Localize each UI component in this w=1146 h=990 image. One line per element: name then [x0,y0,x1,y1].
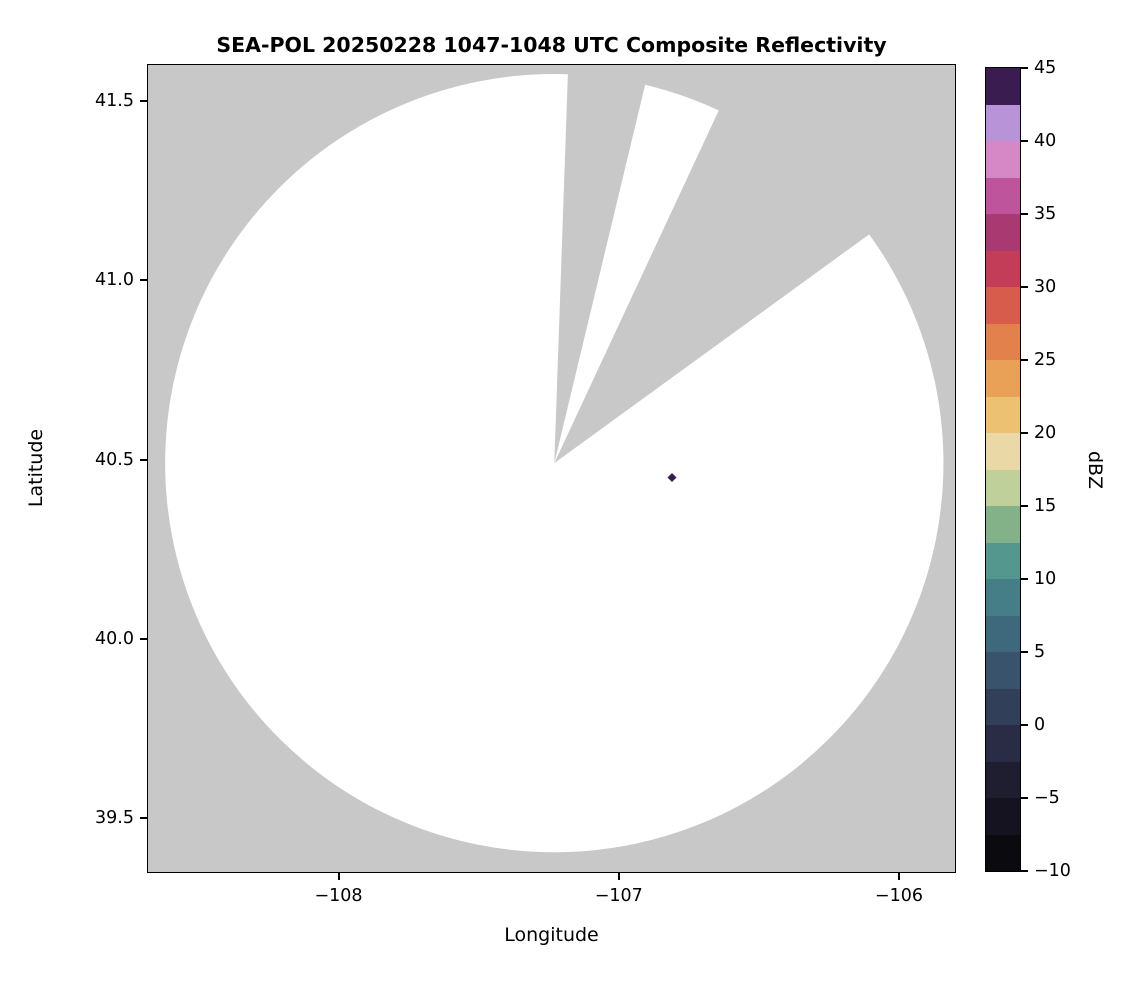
colorbar-segment [986,250,1020,287]
y-tick-label: 40.5 [95,449,134,470]
x-tick-label: −108 [314,886,363,906]
colorbar-segment [986,652,1020,689]
y-tick-label: 41.0 [95,270,134,291]
radar-echo-marker [667,472,677,482]
colorbar-tick-label: 5 [1034,642,1046,662]
colorbar-segment [986,141,1020,178]
colorbar-tick-mark [1021,724,1028,726]
colorbar-segment [986,396,1020,433]
colorbar-tick-mark [1021,870,1028,872]
x-tick-mark [617,873,620,880]
colorbar-segment [986,177,1020,214]
colorbar-tick-label: −5 [1034,788,1060,808]
colorbar-tick-label: 0 [1034,715,1046,735]
y-tick-mark [140,279,147,282]
y-tick-mark [140,458,147,461]
colorbar-segment [986,798,1020,835]
colorbar-segment [986,761,1020,798]
x-axis-label: Longitude [504,924,599,946]
colorbar-segment [986,688,1020,725]
colorbar-segment [986,323,1020,360]
colorbar-tick-mark [1021,140,1028,142]
colorbar [985,67,1021,872]
colorbar-segment [986,104,1020,141]
colorbar-tick-mark [1021,286,1028,288]
blocked-sector [554,65,955,464]
colorbar-segment [986,725,1020,762]
colorbar-label: dBZ [1084,450,1106,490]
colorbar-tick-label: 35 [1034,204,1057,224]
colorbar-tick-mark [1021,359,1028,361]
colorbar-segment [986,68,1020,105]
plot-area [147,64,956,873]
colorbar-tick-label: 10 [1034,569,1057,589]
colorbar-tick-label: 45 [1034,58,1057,78]
colorbar-tick-label: −10 [1034,861,1071,881]
colorbar-tick-mark [1021,67,1028,69]
colorbar-tick-label: 25 [1034,350,1057,370]
colorbar-tick-label: 15 [1034,496,1057,516]
colorbar-segment [986,433,1020,470]
y-tick-mark [140,99,147,102]
colorbar-tick-mark [1021,578,1028,580]
colorbar-segment [986,615,1020,652]
colorbar-segment [986,506,1020,543]
colorbar-tick-mark [1021,432,1028,434]
colorbar-tick-mark [1021,797,1028,799]
colorbar-tick-label: 40 [1034,131,1057,151]
y-tick-mark [140,817,147,820]
x-tick-label: −106 [874,886,923,906]
colorbar-segment [986,287,1020,324]
y-tick-label: 39.5 [95,808,134,829]
colorbar-tick-label: 20 [1034,423,1057,443]
colorbar-segment [986,579,1020,616]
colorbar-segment [986,542,1020,579]
chart-title: SEA-POL 20250228 1047-1048 UTC Composite… [216,33,887,57]
colorbar-segment [986,834,1020,871]
x-tick-label: −107 [594,886,643,906]
x-tick-mark [897,873,900,880]
colorbar-tick-label: 30 [1034,277,1057,297]
x-tick-mark [337,873,340,880]
y-tick-label: 41.5 [95,90,134,111]
radar-coverage-map [148,65,955,872]
colorbar-gradient [986,68,1020,871]
y-tick-label: 40.0 [95,628,134,649]
colorbar-segment [986,469,1020,506]
colorbar-tick-mark [1021,505,1028,507]
colorbar-segment [986,214,1020,251]
colorbar-segment [986,360,1020,397]
y-tick-mark [140,637,147,640]
colorbar-tick-mark [1021,651,1028,653]
colorbar-tick-mark [1021,213,1028,215]
